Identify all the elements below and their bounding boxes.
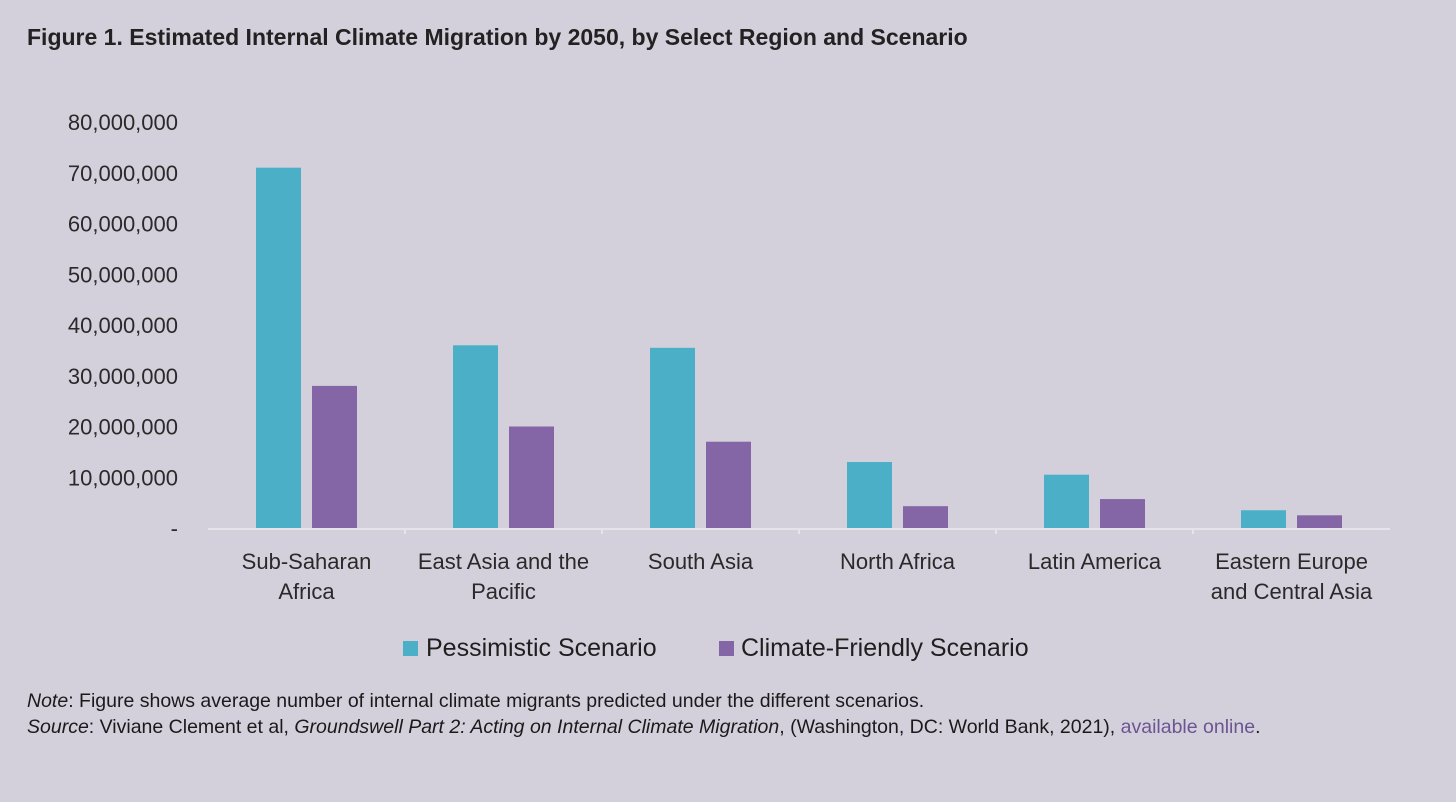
y-tick-label: 10,000,000 <box>68 465 178 490</box>
source-post: , (Washington, DC: World Bank, 2021), <box>779 716 1121 738</box>
bar-climate-friendly <box>1100 499 1145 528</box>
bar-pessimistic <box>256 167 301 529</box>
source-end: . <box>1255 716 1261 738</box>
x-tick-label: North Africa <box>840 549 956 574</box>
x-tick-label: South Asia <box>648 549 754 574</box>
y-tick-label: 70,000,000 <box>68 161 178 186</box>
source-title: Groundswell Part 2: Acting on Internal C… <box>294 716 780 738</box>
note-label: Note <box>27 690 69 712</box>
y-tick-label: 30,000,000 <box>68 364 178 389</box>
y-axis: - 10,000,000 20,000,000 30,000,000 40,000,00… <box>68 110 178 541</box>
source-line: Source: Viviane Clement et al, Groundswe… <box>27 714 1261 740</box>
bar-climate-friendly <box>509 426 554 528</box>
x-tick-label: and Central Asia <box>1211 579 1373 604</box>
y-tick-label: - <box>171 516 178 541</box>
bar-chart: - 10,000,000 20,000,000 30,000,000 40,000,00… <box>68 110 1390 662</box>
y-tick-label: 50,000,000 <box>68 262 178 287</box>
bar-pessimistic <box>1241 510 1286 528</box>
note-line: Note: Figure shows average number of int… <box>27 688 1261 714</box>
y-tick-label: 40,000,000 <box>68 313 178 338</box>
chart-title: Figure 1. Estimated Internal Climate Mig… <box>27 24 968 50</box>
bar-climate-friendly <box>312 385 357 528</box>
bar-pessimistic <box>650 347 695 528</box>
legend-swatch <box>719 641 734 656</box>
source-link[interactable]: available online <box>1120 716 1256 738</box>
x-tick-label: Pacific <box>471 579 536 604</box>
legend-label: Pessimistic Scenario <box>426 634 657 662</box>
legend: Pessimistic Scenario Climate-Friendly Sce… <box>403 634 1029 662</box>
legend-label: Climate-Friendly Scenario <box>741 634 1029 662</box>
source-pre: : Viviane Clement et al, <box>88 716 295 738</box>
y-tick-label: 20,000,000 <box>68 415 178 440</box>
legend-swatch <box>403 641 418 656</box>
x-axis: Sub-Saharan Africa East Asia and the Pacifi… <box>242 529 1373 604</box>
bar-pessimistic <box>1044 474 1089 528</box>
footnote: Note: Figure shows average number of int… <box>27 688 1261 740</box>
x-tick-label: Sub-Saharan <box>242 549 372 574</box>
note-text: : Figure shows average number of interna… <box>68 690 925 712</box>
source-label: Source <box>27 716 89 738</box>
bar-climate-friendly <box>1297 515 1342 528</box>
x-tick-label: East Asia and the <box>418 549 589 574</box>
x-tick-label: Eastern Europe <box>1215 549 1368 574</box>
y-tick-label: 80,000,000 <box>68 110 178 135</box>
x-tick-label: Latin America <box>1028 549 1162 574</box>
bar-pessimistic <box>847 462 892 528</box>
bar-climate-friendly <box>903 506 948 528</box>
bar-climate-friendly <box>706 441 751 528</box>
bars <box>256 167 1342 529</box>
y-tick-label: 60,000,000 <box>68 212 178 237</box>
bar-pessimistic <box>453 345 498 528</box>
x-tick-label: Africa <box>278 579 335 604</box>
